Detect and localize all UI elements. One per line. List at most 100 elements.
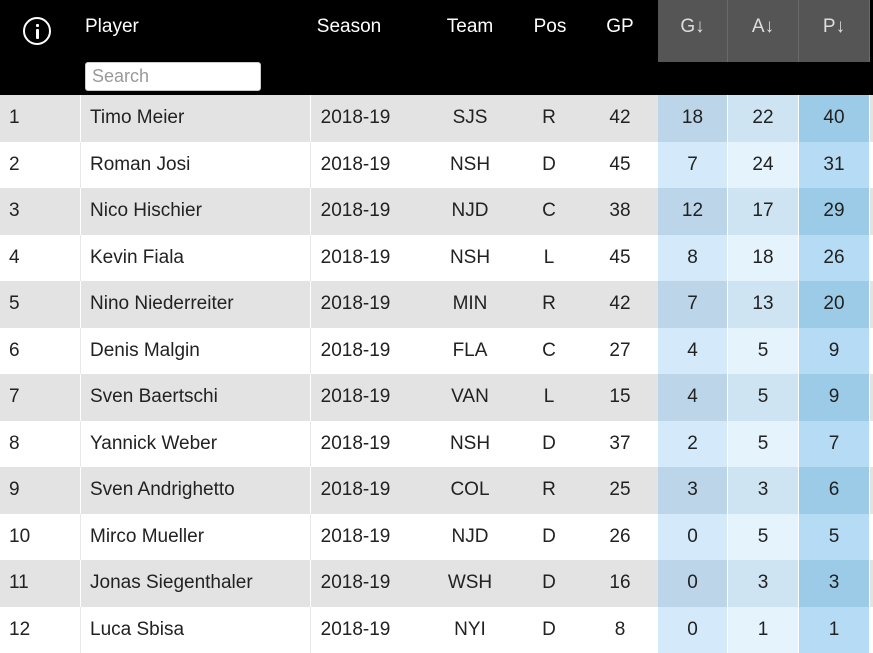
cell-gp: 37 — [590, 421, 650, 468]
cell-team: COL — [432, 467, 508, 514]
cell-player: Denis Malgin — [80, 328, 310, 375]
cell-team: NSH — [432, 421, 508, 468]
cell-pos: D — [518, 514, 580, 561]
cell-player: Roman Josi — [80, 142, 310, 189]
cell-player: Yannick Weber — [80, 421, 310, 468]
cell-assists: 13 — [728, 281, 799, 328]
cell-season: 2018-19 — [310, 281, 400, 328]
cell-player: Kevin Fiala — [80, 235, 310, 282]
cell-rank: 8 — [0, 421, 80, 468]
cell-goals: 2 — [658, 421, 728, 468]
cell-points: 9 — [799, 374, 870, 421]
cell-gp: 45 — [590, 142, 650, 189]
info-circle-icon[interactable] — [23, 17, 51, 45]
cell-gp: 26 — [590, 514, 650, 561]
cell-assists: 24 — [728, 142, 799, 189]
column-header-points[interactable]: P↓ — [799, 0, 870, 62]
cell-rank: 7 — [0, 374, 80, 421]
cell-assists: 5 — [728, 374, 799, 421]
cell-pos: D — [518, 421, 580, 468]
cell-player: Timo Meier — [80, 95, 310, 142]
cell-assists: 1 — [728, 607, 799, 653]
cell-gp: 8 — [590, 607, 650, 653]
column-header-assists[interactable]: A↓ — [728, 0, 799, 62]
cell-gp: 45 — [590, 235, 650, 282]
cell-pos: R — [518, 281, 580, 328]
cell-points: 26 — [799, 235, 870, 282]
cell-points: 31 — [799, 142, 870, 189]
cell-team: FLA — [432, 328, 508, 375]
cell-season: 2018-19 — [310, 607, 400, 653]
cell-points: 5 — [799, 514, 870, 561]
cell-season: 2018-19 — [310, 235, 400, 282]
cell-pos: R — [518, 95, 580, 142]
cell-rank: 12 — [0, 607, 80, 653]
cell-rank: 5 — [0, 281, 80, 328]
cell-pos: D — [518, 560, 580, 607]
cell-goals: 0 — [658, 514, 728, 561]
cell-gp: 25 — [590, 467, 650, 514]
cell-goals: 0 — [658, 560, 728, 607]
cell-assists: 5 — [728, 328, 799, 375]
cell-team: NJD — [432, 514, 508, 561]
cell-rank: 4 — [0, 235, 80, 282]
cell-rank: 10 — [0, 514, 80, 561]
cell-gp: 27 — [590, 328, 650, 375]
cell-team: NSH — [432, 142, 508, 189]
cell-gp: 42 — [590, 95, 650, 142]
cell-player: Sven Baertschi — [80, 374, 310, 421]
column-header-gp[interactable]: GP — [590, 0, 650, 62]
cell-goals: 3 — [658, 467, 728, 514]
column-header-player[interactable]: Player — [85, 0, 285, 62]
cell-team: MIN — [432, 281, 508, 328]
column-header-team[interactable]: Team — [432, 0, 508, 62]
cell-gp: 16 — [590, 560, 650, 607]
cell-assists: 22 — [728, 95, 799, 142]
cell-pos: R — [518, 467, 580, 514]
column-header-goals[interactable]: G↓ — [658, 0, 728, 62]
cell-goals: 18 — [658, 95, 728, 142]
cell-team: WSH — [432, 560, 508, 607]
cell-assists: 3 — [728, 560, 799, 607]
column-header-season[interactable]: Season — [310, 0, 388, 62]
search-input[interactable] — [85, 62, 261, 91]
column-header-pos[interactable]: Pos — [518, 0, 582, 62]
cell-player: Mirco Mueller — [80, 514, 310, 561]
cell-gp: 42 — [590, 281, 650, 328]
table-header: Player Season Team Pos GP G↓ A↓ P↓ — [0, 0, 873, 95]
cell-goals: 7 — [658, 142, 728, 189]
cell-team: NYI — [432, 607, 508, 653]
cell-assists: 5 — [728, 421, 799, 468]
cell-points: 40 — [799, 95, 870, 142]
cell-team: SJS — [432, 95, 508, 142]
cell-season: 2018-19 — [310, 374, 400, 421]
cell-season: 2018-19 — [310, 188, 400, 235]
cell-points: 1 — [799, 607, 870, 653]
cell-rank: 6 — [0, 328, 80, 375]
cell-player: Nico Hischier — [80, 188, 310, 235]
cell-points: 9 — [799, 328, 870, 375]
cell-goals: 12 — [658, 188, 728, 235]
cell-points: 6 — [799, 467, 870, 514]
cell-team: VAN — [432, 374, 508, 421]
cell-gp: 38 — [590, 188, 650, 235]
cell-points: 29 — [799, 188, 870, 235]
cell-season: 2018-19 — [310, 328, 400, 375]
cell-points: 3 — [799, 560, 870, 607]
cell-player: Nino Niederreiter — [80, 281, 310, 328]
cell-goals: 8 — [658, 235, 728, 282]
